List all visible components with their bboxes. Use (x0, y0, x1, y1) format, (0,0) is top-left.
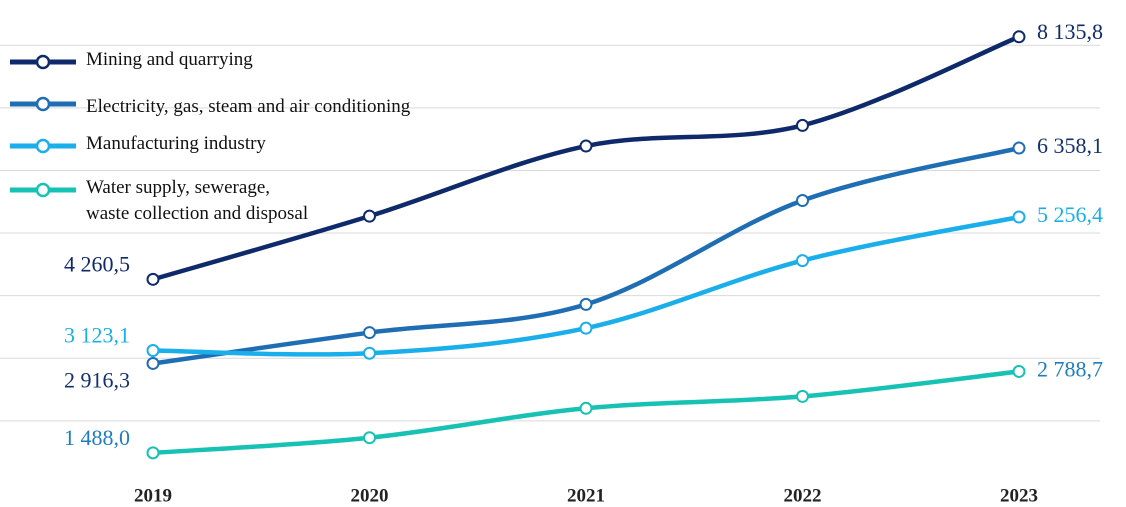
data-label: 2 788,7 (1037, 356, 1103, 381)
point (1012, 210, 1026, 224)
point (796, 118, 809, 132)
point (579, 139, 593, 153)
legend-marker (35, 54, 51, 70)
point (1012, 141, 1026, 155)
point (363, 209, 376, 223)
point (579, 321, 593, 335)
point (363, 431, 376, 445)
legend-label: Manufacturing industry (86, 133, 266, 154)
data-label: 1 488,0 (64, 425, 130, 450)
x-tick-label: 2020 (351, 485, 389, 506)
data-label: 4 260,5 (64, 251, 130, 276)
x-tick-label: 2019 (134, 485, 172, 506)
point (146, 344, 160, 358)
data-label: 2 916,3 (64, 368, 130, 393)
legend-label: Electricity, gas, steam and air conditio… (86, 96, 411, 117)
data-label: 8 135,8 (1037, 19, 1103, 44)
data-label: 6 358,1 (1037, 133, 1103, 158)
point (146, 446, 160, 460)
legend-label: Mining and quarrying (86, 49, 253, 70)
legend-marker (35, 96, 51, 112)
point (796, 194, 809, 208)
point (796, 389, 809, 403)
point (1012, 30, 1026, 44)
point (579, 297, 593, 311)
point (1012, 364, 1026, 378)
x-tick-label: 2021 (567, 485, 605, 506)
point (146, 356, 160, 370)
x-tick-label: 2023 (1000, 485, 1038, 506)
legend-marker (35, 138, 51, 154)
point (146, 272, 160, 286)
data-label: 5 256,4 (1037, 202, 1103, 227)
x-tick-label: 2022 (784, 485, 822, 506)
legend-marker (35, 182, 51, 198)
point (363, 346, 376, 360)
point (363, 326, 376, 340)
point (796, 254, 809, 268)
point (579, 401, 593, 415)
data-label: 3 123,1 (64, 323, 130, 348)
legend-label: Water supply, sewerage, waste collection… (86, 177, 309, 224)
